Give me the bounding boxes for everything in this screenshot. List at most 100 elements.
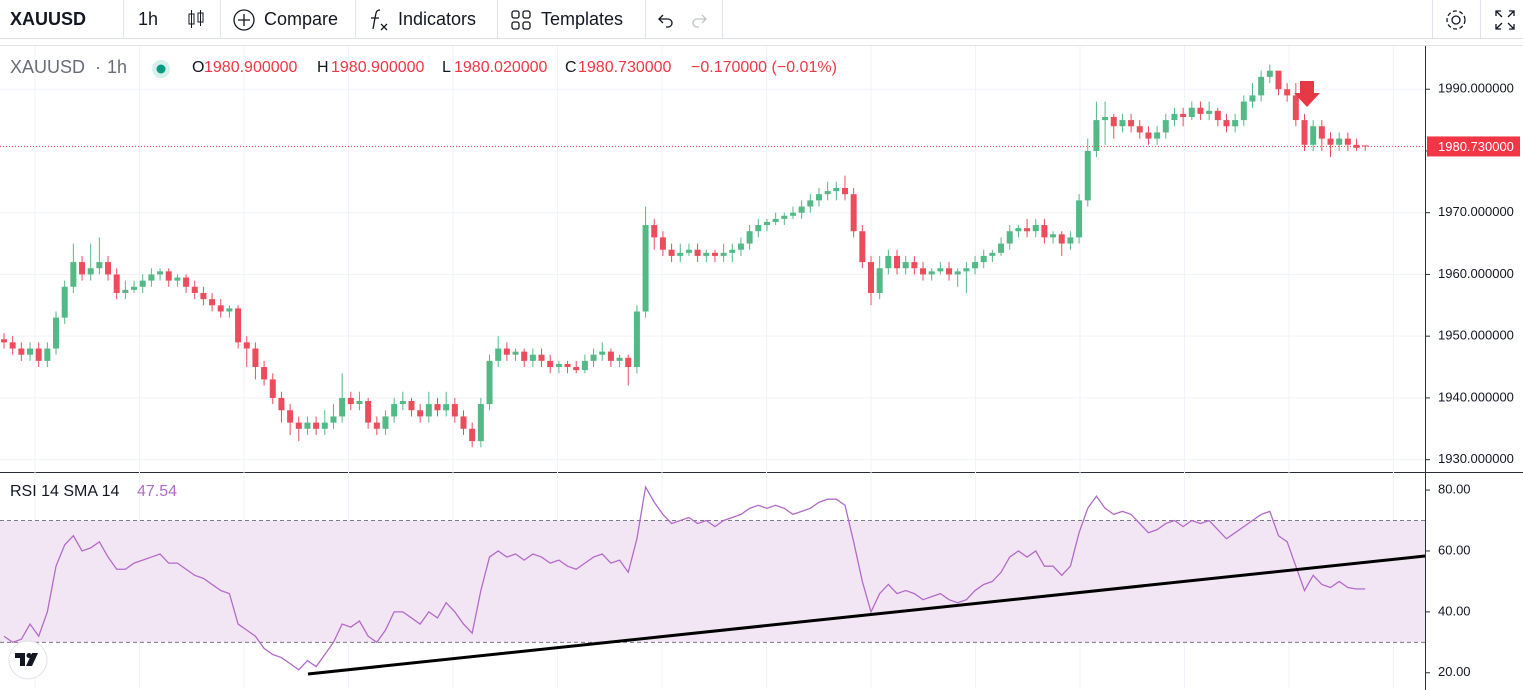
- compare-button[interactable]: Compare: [264, 9, 339, 29]
- candle-body: [148, 274, 155, 281]
- candle-body: [408, 401, 415, 411]
- candle-body: [382, 416, 389, 429]
- interval-button[interactable]: 1h: [138, 9, 159, 29]
- candle-body: [972, 262, 979, 269]
- candle-body: [1102, 117, 1109, 121]
- candle-body: [737, 243, 744, 250]
- redo-button[interactable]: [690, 10, 710, 30]
- templates-button[interactable]: Templates: [541, 9, 624, 29]
- candle-body: [200, 292, 207, 300]
- legend-close-key: C: [565, 59, 577, 76]
- legend-interval: 1h: [107, 57, 127, 77]
- logo: [8, 640, 48, 680]
- candle-body: [538, 354, 545, 361]
- y-tick-label: 60.00: [1438, 542, 1471, 557]
- y-tick-label: 1930.000000: [1438, 451, 1514, 466]
- last-price-box: [1427, 136, 1520, 157]
- candle-body: [729, 249, 736, 253]
- candle-body: [841, 188, 848, 195]
- arrow-marker[interactable]: [1294, 81, 1320, 107]
- candle-body: [1050, 234, 1057, 238]
- candle-body: [1076, 200, 1083, 238]
- compare-icon[interactable]: [232, 8, 256, 32]
- candle-body: [902, 262, 909, 269]
- undo-button[interactable]: [655, 10, 675, 30]
- candle-body: [1171, 113, 1178, 121]
- candle-body: [1362, 145, 1369, 147]
- candle-body: [18, 348, 25, 355]
- candle-body: [633, 311, 640, 368]
- candle-body: [443, 404, 450, 411]
- candle-body: [876, 268, 883, 293]
- candle-body: [928, 271, 935, 275]
- settings-button[interactable]: [1444, 8, 1468, 32]
- rsi-line: [3, 485, 1366, 671]
- candle-body: [685, 249, 692, 253]
- candle-body: [1093, 120, 1100, 151]
- legend-low: 1980.020000: [454, 59, 548, 76]
- candle-body: [850, 194, 857, 232]
- status-dot: [156, 64, 166, 74]
- candle-body: [989, 252, 996, 256]
- candle-body: [1084, 150, 1091, 201]
- candle-body: [79, 262, 86, 275]
- candle-body: [269, 379, 276, 398]
- candle-body: [711, 252, 718, 256]
- candle-body: [495, 348, 502, 361]
- legend-change: −0.170000 (−0.01%): [691, 59, 837, 76]
- y-tick-label: 1940.000000: [1438, 389, 1514, 404]
- y-tick-label: 20.00: [1438, 664, 1471, 679]
- candle-body: [772, 218, 779, 222]
- candle-body: [1197, 107, 1204, 114]
- candle-body: [1058, 234, 1065, 244]
- candle-body: [911, 262, 918, 269]
- candle-body: [503, 348, 510, 355]
- symbol-button[interactable]: XAUUSD: [10, 9, 87, 29]
- indicators-button[interactable]: Indicators: [398, 9, 477, 29]
- candle-body: [235, 308, 242, 343]
- fullscreen-button[interactable]: [1493, 8, 1517, 32]
- candle-body: [373, 422, 380, 429]
- candle-body: [399, 401, 406, 405]
- templates-icon[interactable]: [510, 9, 532, 31]
- candle-body: [1258, 76, 1265, 96]
- candle-body: [885, 255, 892, 269]
- candle-body: [1344, 138, 1351, 145]
- candle-body: [651, 225, 658, 238]
- indicators-icon[interactable]: [368, 7, 392, 33]
- candle-body: [165, 271, 172, 281]
- candle-body: [1110, 117, 1117, 127]
- candle-body: [833, 188, 840, 192]
- candle-body: [1006, 231, 1013, 244]
- y-tick-label: 40.00: [1438, 603, 1471, 618]
- separator: [645, 0, 646, 38]
- candle-body: [87, 268, 94, 275]
- candle-body: [642, 225, 649, 312]
- chart-type-icon[interactable]: [186, 9, 206, 29]
- candle-body: [920, 268, 927, 275]
- candle-body: [1145, 132, 1152, 139]
- candle-body: [365, 401, 372, 423]
- candle-body: [980, 255, 987, 263]
- candle-body: [1067, 237, 1074, 244]
- separator: [123, 0, 124, 38]
- candle-body: [859, 231, 866, 263]
- trendline[interactable]: [307, 554, 1426, 676]
- candle-body: [512, 351, 519, 355]
- candle-body: [1032, 225, 1039, 232]
- rsi-band: [0, 520, 1425, 643]
- separator: [497, 0, 498, 38]
- candle-body: [1162, 120, 1169, 133]
- candle-body: [53, 317, 60, 349]
- candle-body: [564, 363, 571, 368]
- candle-body: [1136, 126, 1143, 133]
- candle-body: [1318, 126, 1325, 139]
- candle-body: [174, 277, 181, 281]
- candle-body: [35, 348, 42, 361]
- candle-body: [1284, 89, 1291, 96]
- candle-body: [157, 271, 164, 275]
- y-tick-label: 1950.000000: [1438, 328, 1514, 343]
- candle-body: [677, 252, 684, 256]
- separator: [220, 0, 221, 38]
